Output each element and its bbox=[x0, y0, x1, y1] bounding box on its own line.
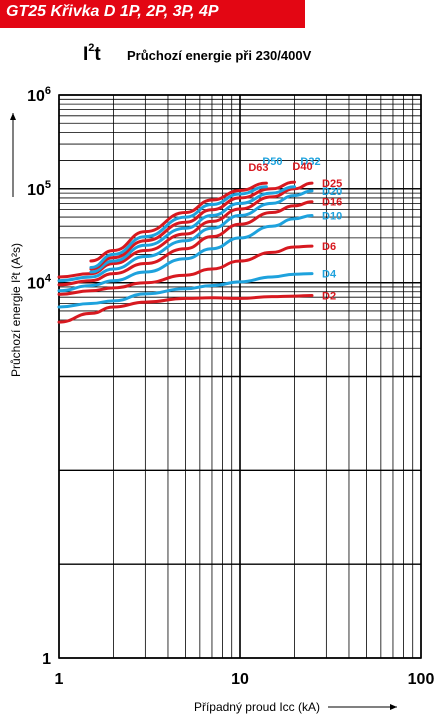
series-line-d40 bbox=[89, 180, 296, 271]
series-label-d20: D20 bbox=[322, 186, 342, 198]
y-tick-exponent: 5 bbox=[45, 179, 51, 191]
y-tick-exponent: 4 bbox=[45, 273, 52, 285]
grid bbox=[58, 94, 422, 659]
y-tick-label: 104 bbox=[27, 273, 52, 293]
series-label-d4: D4 bbox=[322, 269, 337, 281]
series-line-d4 bbox=[57, 272, 314, 309]
axis-titles: Případný proud Icc (kA) Průchozí energie … bbox=[9, 113, 397, 714]
series-line-d25 bbox=[57, 181, 314, 279]
x-tick-label: 1 bbox=[55, 671, 64, 688]
i2t-suffix: t bbox=[94, 44, 101, 65]
y-tick-exponent: 6 bbox=[45, 85, 51, 97]
series-line-d50 bbox=[89, 185, 268, 269]
series-label-d63: D63 bbox=[248, 162, 268, 174]
series-label-d50: D50 bbox=[262, 156, 282, 168]
header-bar: GT25 Křivka D 1P, 2P, 3P, 4P bbox=[0, 0, 305, 28]
i2t-base: I bbox=[83, 44, 89, 65]
y-tick-label: 105 bbox=[27, 179, 51, 199]
series-line-d16 bbox=[57, 200, 314, 287]
series-line-d6 bbox=[57, 244, 314, 296]
x-axis-title: Případný proud Icc (kA) bbox=[194, 700, 320, 714]
y-tick-base: 10 bbox=[27, 88, 45, 105]
series-line-d10 bbox=[57, 214, 314, 293]
y-tick-base: 10 bbox=[27, 182, 45, 199]
x-tick-label: 10 bbox=[231, 671, 249, 688]
x-tick-label: 100 bbox=[408, 671, 435, 688]
series-label-d32: D32 bbox=[300, 156, 320, 168]
plot-frame bbox=[58, 94, 422, 659]
y-tick-label: 1 bbox=[42, 651, 51, 668]
series-line-d32 bbox=[89, 185, 296, 274]
y-tick-base: 10 bbox=[27, 276, 45, 293]
y-tick-label: 106 bbox=[27, 85, 51, 105]
series-line-d20 bbox=[57, 189, 314, 283]
series-label-d25: D25 bbox=[322, 178, 342, 190]
series-label-d40: D40 bbox=[292, 161, 312, 173]
series-label-d2: D2 bbox=[322, 290, 336, 302]
i2t-symbol: I2t bbox=[83, 42, 101, 66]
y-tick-base: 1 bbox=[42, 651, 51, 668]
series-label-d16: D16 bbox=[322, 197, 342, 209]
series-label-d10: D10 bbox=[322, 210, 342, 222]
series-line-d2 bbox=[57, 294, 314, 324]
series-label-d6: D6 bbox=[322, 241, 336, 253]
header-title: GT25 Křivka D 1P, 2P, 3P, 4P bbox=[6, 3, 219, 20]
y-axis-title: Průchozí energie I²t (A²s) bbox=[9, 243, 23, 377]
series-group bbox=[57, 180, 314, 324]
i2t-exponent: 2 bbox=[88, 42, 95, 54]
chart-subtitle: Průchozí energie při 230/400V bbox=[127, 48, 312, 63]
series-line-d63 bbox=[89, 181, 268, 263]
